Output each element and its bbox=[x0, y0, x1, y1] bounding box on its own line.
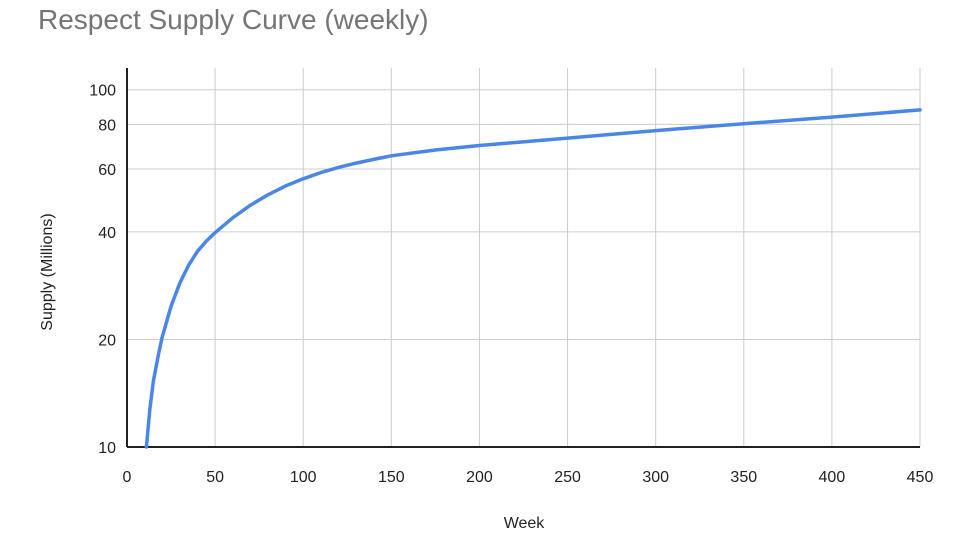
y-tick-label: 40 bbox=[98, 225, 116, 242]
x-tick-label: 0 bbox=[123, 469, 132, 486]
y-tick-label: 60 bbox=[98, 162, 116, 179]
x-axis-title: Week bbox=[504, 515, 546, 532]
x-tick-label: 250 bbox=[554, 469, 581, 486]
x-tick-label: 200 bbox=[466, 469, 493, 486]
x-tick-label: 350 bbox=[730, 469, 757, 486]
x-tick-label: 150 bbox=[378, 469, 405, 486]
supply-series-line bbox=[144, 108, 922, 449]
x-tick-label: 100 bbox=[290, 469, 317, 486]
x-tick-label: 50 bbox=[206, 469, 224, 486]
x-tick-label: 450 bbox=[907, 469, 934, 486]
y-tick-label: 20 bbox=[98, 332, 116, 349]
y-tick-label: 100 bbox=[89, 83, 116, 100]
chart-title: Respect Supply Curve (weekly) bbox=[38, 4, 429, 35]
x-tick-label: 300 bbox=[642, 469, 669, 486]
y-tick-label: 80 bbox=[98, 117, 116, 134]
y-axis-title: Supply (Millions) bbox=[39, 213, 56, 330]
x-tick-label: 400 bbox=[819, 469, 846, 486]
y-tick-label: 10 bbox=[98, 440, 116, 457]
